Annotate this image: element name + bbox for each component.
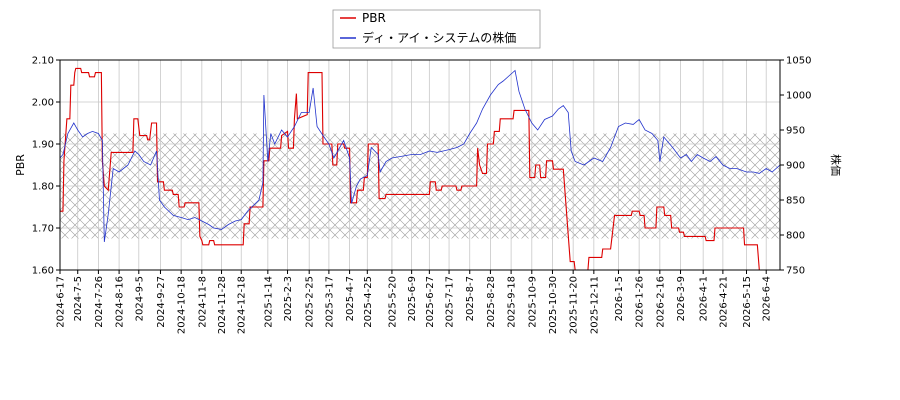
x-tick-label: 2025-12-11 <box>589 276 600 334</box>
legend: PBR ディ・アイ・システムの株価 <box>332 9 541 49</box>
x-tick-label: 2025-3-17 <box>324 276 335 328</box>
x-tick-label: 2025-2-25 <box>305 276 316 328</box>
x-tick-label: 2024-8-16 <box>115 276 126 328</box>
x-tick-label: 2025-2-3 <box>283 276 294 321</box>
legend-box <box>332 9 541 49</box>
x-tick-label: 2026-3-9 <box>676 276 687 321</box>
x-tick-label: 2025-9-18 <box>507 276 518 328</box>
x-tick-label: 2025-10-9 <box>527 276 538 328</box>
right-tick-label: 850 <box>786 196 805 207</box>
left-axis-label: PBR <box>14 154 27 176</box>
right-tick-label: 800 <box>786 231 805 242</box>
x-tick-label: 2026-2-16 <box>655 276 666 328</box>
x-tick-label: 2026-4-1 <box>699 276 710 321</box>
x-tick-label: 2026-5-15 <box>742 276 753 328</box>
x-tick-label: 2025-8-7 <box>465 276 476 321</box>
x-tick-label: 2026-1-26 <box>635 276 646 328</box>
x-tick-label: 2024-7-5 <box>73 276 84 321</box>
legend-label-pbr: PBR <box>362 11 386 25</box>
x-tick-label: 2024-12-18 <box>237 276 248 334</box>
x-tick-label: 2025-4-25 <box>363 276 374 328</box>
x-tick-label: 2025-1-14 <box>263 276 274 328</box>
series-line-pbr <box>60 67 764 270</box>
x-tick-label: 2025-7-17 <box>445 276 456 328</box>
x-tick-label: 2024-9-27 <box>156 276 167 328</box>
x-tick-label: 2025-6-27 <box>425 276 436 328</box>
left-tick-label: 2.10 <box>32 56 54 67</box>
x-tick-label: 2024-6-17 <box>56 276 67 328</box>
x-tick-label: 2026-6-4 <box>762 276 773 321</box>
left-tick-label: 1.60 <box>32 266 54 277</box>
x-tick-label: 2025-10-30 <box>548 276 559 334</box>
series-line-price <box>60 69 780 243</box>
x-tick-label: 2024-11-8 <box>197 276 208 328</box>
x-tick-label: 2024-10-18 <box>177 276 188 334</box>
right-tick-label: 1000 <box>786 91 811 102</box>
left-tick-label: 1.70 <box>32 224 54 235</box>
right-tick-label: 1050 <box>786 56 811 67</box>
left-tick-label: 2.00 <box>32 98 54 109</box>
right-tick-label: 750 <box>786 266 805 277</box>
right-tick-label: 950 <box>786 126 805 137</box>
x-tick-label: 2025-8-28 <box>486 276 497 328</box>
x-tick-label: 2024-7-26 <box>94 276 105 328</box>
right-axis-label: 株価 <box>829 154 843 176</box>
left-tick-label: 1.80 <box>32 182 54 193</box>
x-tick-label: 2024-11-28 <box>217 276 228 334</box>
x-tick-label: 2024-9-5 <box>134 276 145 321</box>
x-tick-label: 2025-5-20 <box>387 276 398 328</box>
x-tick-label: 2026-1-5 <box>614 276 625 321</box>
right-tick-label: 900 <box>786 161 805 172</box>
x-tick-label: 2025-11-20 <box>569 276 580 334</box>
x-tick-label: 2025-6-9 <box>407 276 418 321</box>
legend-label-price: ディ・アイ・システムの株価 <box>362 30 516 45</box>
left-tick-label: 1.90 <box>32 140 54 151</box>
x-tick-label: 2026-4-21 <box>718 276 729 328</box>
x-tick-label: 2025-4-7 <box>345 276 356 321</box>
